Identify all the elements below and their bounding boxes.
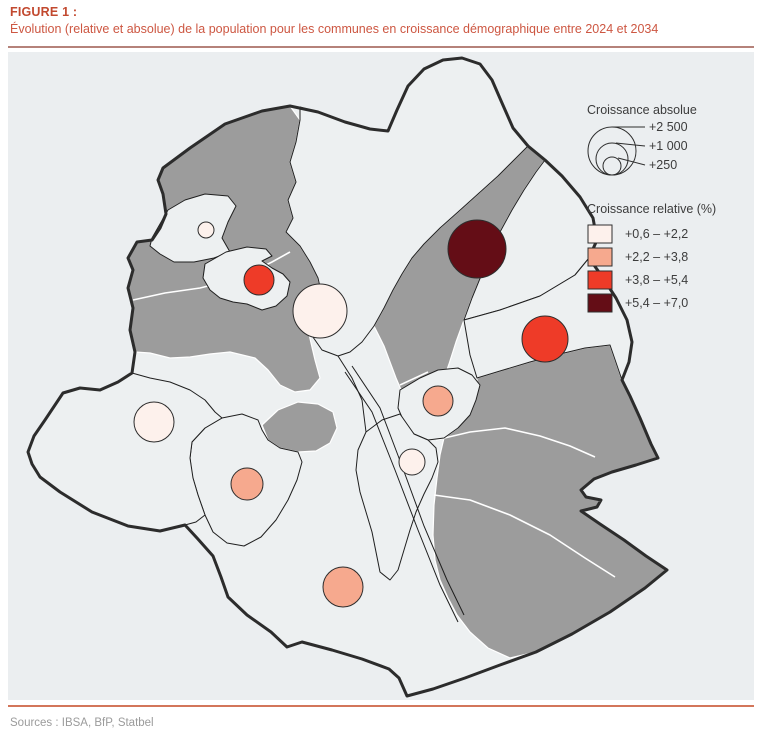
legend-class-label: +2,2 – +3,8 (625, 249, 689, 264)
legend-class-label: +3,8 – +5,4 (625, 272, 689, 287)
legend-absolute-value: +2 500 (649, 120, 688, 134)
figure-header: FIGURE 1 : Évolution (relative et absolu… (10, 5, 750, 36)
growth-bubble (197, 221, 215, 239)
growth-bubble (447, 219, 507, 279)
legend-class-label: +5,4 – +7,0 (625, 295, 689, 310)
legend-class-row: +0,6 – +2,2 (587, 224, 762, 243)
growth-bubble (422, 385, 454, 417)
growth-bubble (292, 283, 348, 339)
brussels-communes-map (26, 56, 669, 698)
legend-class-row: +5,4 – +7,0 (587, 293, 762, 312)
color-swatch (587, 224, 613, 243)
figure-label: FIGURE 1 : (10, 5, 78, 19)
proportional-circles-key: +2 500 +1 000 +250 (587, 120, 688, 176)
growth-bubble (133, 401, 175, 443)
color-swatch (587, 247, 613, 266)
growth-bubble (398, 448, 426, 476)
thin-commune-borders (337, 355, 465, 623)
legend-absolute-scale: +2 500 +1 000 +250 (587, 119, 762, 188)
legend-absolute-title: Croissance absolue (587, 103, 697, 117)
map-panel: Croissance absolue +2 500 +1 000 +250 (8, 52, 754, 700)
growth-bubbles (133, 219, 569, 608)
growth-bubble (243, 264, 275, 296)
color-swatch (587, 270, 613, 289)
figure-title: Évolution (relative et absolue) de la po… (10, 22, 659, 36)
source-note: Sources : IBSA, BfP, Statbel (10, 717, 154, 729)
legend-class-label: +0,6 – +2,2 (625, 226, 689, 241)
growth-bubble (230, 467, 264, 501)
bottom-rule (8, 705, 754, 707)
legend-relative-title: Croissance relative (%) (587, 202, 717, 216)
growth-bubble (521, 315, 569, 363)
legend: Croissance absolue +2 500 +1 000 +250 (579, 103, 762, 316)
growth-bubble (322, 566, 364, 608)
legend-class-row: +3,8 – +5,4 (587, 270, 762, 289)
color-swatch (587, 293, 613, 312)
legend-class-row: +2,2 – +3,8 (587, 247, 762, 266)
region-boundary (26, 56, 669, 698)
top-rule (8, 46, 754, 48)
commune-ganshoren (149, 193, 237, 263)
legend-absolute-value: +1 000 (649, 139, 688, 153)
legend-absolute-value: +250 (649, 158, 677, 172)
